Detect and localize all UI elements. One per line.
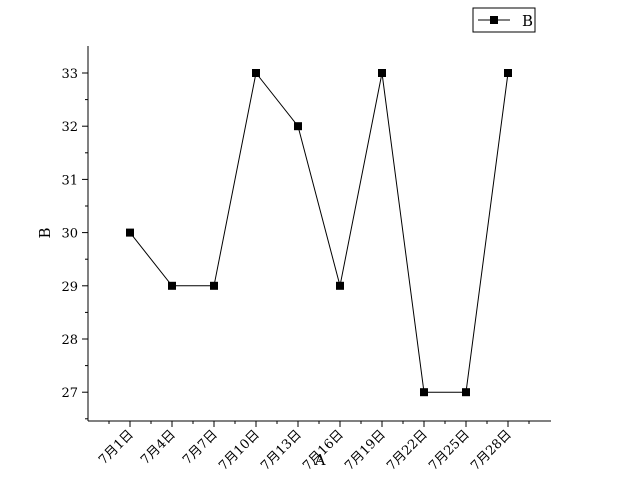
y-tick-label: 33 (61, 67, 78, 82)
y-axis-title: B (36, 227, 54, 238)
y-tick-label: 27 (61, 386, 78, 401)
y-tick-label: 30 (61, 227, 78, 242)
x-ticks: 7月1日 7月4日 7月7日7月10日7月13日7月16日7月19日7月22日7月2… (96, 421, 530, 474)
data-point-marker (168, 281, 176, 290)
x-tick-label: 7月10日 (216, 427, 263, 474)
x-tick-label: 7月13日 (258, 427, 305, 474)
x-axis-title: A (314, 451, 326, 469)
y-tick-label: 32 (61, 120, 78, 135)
data-point-marker (210, 281, 218, 290)
y-tick-label: 31 (61, 173, 78, 188)
x-tick-label: 7月4日 (138, 427, 179, 468)
x-tick-label: 7月1日 (96, 427, 137, 468)
axes (87, 46, 551, 422)
y-ticks: 27 28 29 30 31 32 33 (61, 67, 88, 420)
x-tick-label: 7月25日 (426, 427, 473, 474)
x-tick-label: 7月19日 (342, 427, 389, 474)
data-point-marker (462, 388, 470, 397)
data-point-marker (294, 122, 302, 131)
data-point-marker (252, 69, 260, 77)
data-point-marker (126, 228, 134, 237)
y-tick-label: 29 (61, 280, 78, 295)
x-tick-label: 7月28日 (468, 427, 515, 474)
data-point-marker (336, 281, 344, 290)
series-group (126, 69, 512, 397)
series-line (129, 71, 509, 393)
legend-label: B (522, 12, 533, 30)
data-point-marker (420, 388, 428, 397)
data-point-marker (504, 69, 512, 77)
legend-marker (490, 16, 498, 24)
legend: B (472, 7, 536, 33)
x-tick-label: 7月22日 (384, 427, 431, 474)
x-tick-label: 7月7日 (180, 427, 221, 468)
y-tick-label: 28 (61, 333, 78, 348)
data-point-marker (378, 69, 386, 77)
